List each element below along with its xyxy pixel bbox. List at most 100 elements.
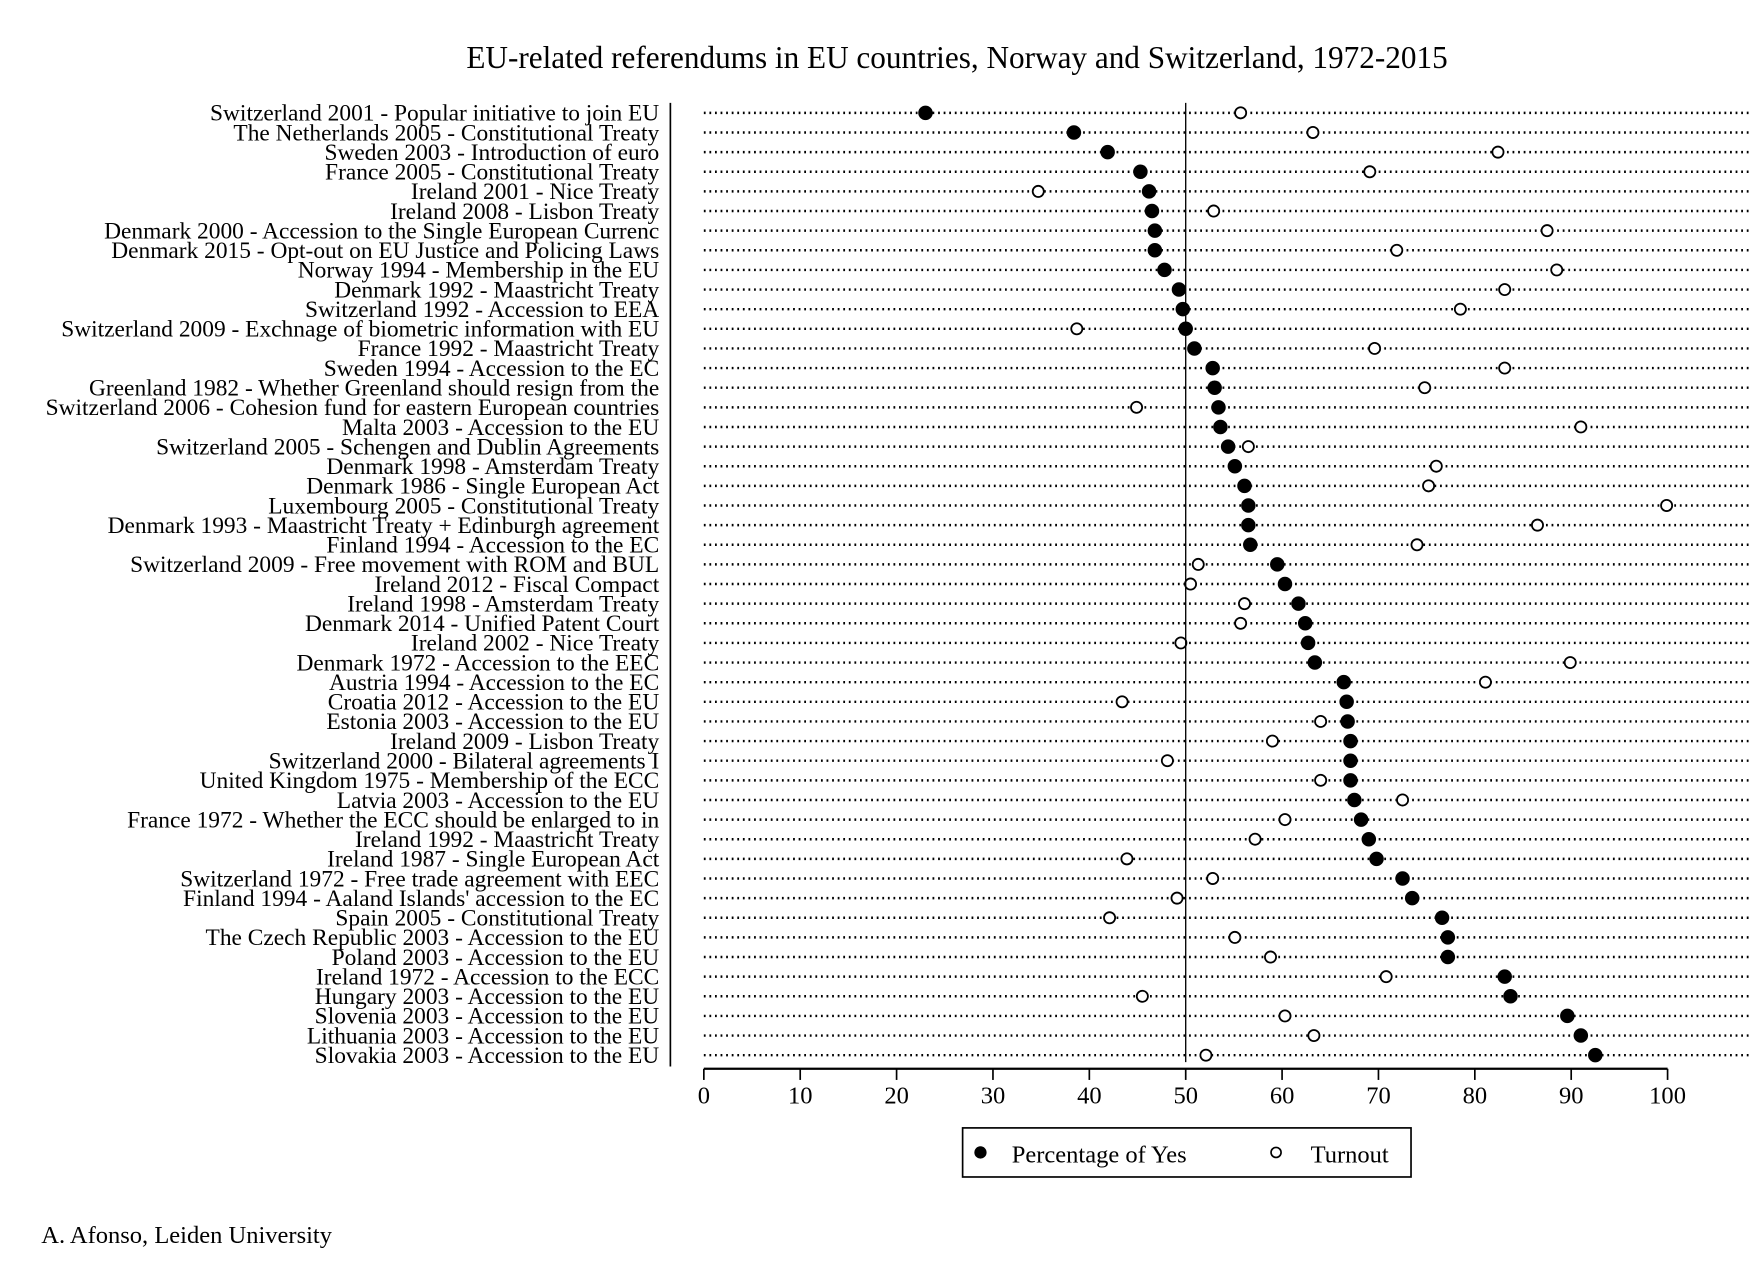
yes-point <box>1307 655 1323 670</box>
table-row: France 2005 - Constitutional Treaty <box>325 160 1749 186</box>
table-row: Switzerland 2005 - Schengen and Dublin A… <box>156 434 1749 460</box>
yes-point <box>1144 203 1160 219</box>
row-label: Greenland 1982 - Whether Greenland shoul… <box>89 376 659 402</box>
row-label: Finland 1994 - Accession to the EC <box>326 533 659 559</box>
yes-point <box>1395 871 1410 886</box>
table-row: France 1992 - Maastricht Treaty <box>358 336 1749 362</box>
turnout-point <box>1170 891 1184 905</box>
turnout-point <box>1070 322 1084 336</box>
table-row: Denmark 2000 - Accession to the Single E… <box>104 218 1749 244</box>
turnout-point <box>1422 479 1436 493</box>
table-row: Estonia 2003 - Accession to the EU <box>326 709 1749 735</box>
table-row: Latvia 2003 - Accession to the EU <box>337 788 1749 814</box>
turnout-point <box>1174 636 1188 650</box>
table-row: Croatia 2012 - Accession to the EU <box>328 690 1749 716</box>
row-label: Ireland 2001 - Nice Treaty <box>411 179 660 205</box>
yes-point <box>1404 890 1420 906</box>
turnout-point <box>1530 518 1544 532</box>
turnout-point <box>1248 832 1262 846</box>
table-row: Switzerland 2001 - Popular initiative to… <box>210 101 1749 127</box>
row-label: Ireland 1992 - Maastricht Treaty <box>355 827 660 853</box>
yes-point <box>1211 400 1226 415</box>
yes-point <box>1220 439 1236 454</box>
yes-point <box>1213 419 1228 435</box>
yes-point <box>1497 969 1512 984</box>
turnout-point <box>1363 165 1377 179</box>
row-label: Hungary 2003 - Accession to the EU <box>315 984 660 1010</box>
turnout-point <box>1130 400 1144 414</box>
row-label: Austria 1994 - Accession to the EC <box>329 670 659 696</box>
row-label: Sweden 1994 - Accession to the EC <box>324 356 659 382</box>
table-row: Switzerland 2009 - Free movement with RO… <box>130 552 1749 578</box>
row-label: Denmark 1986 - Single European Act <box>306 474 659 500</box>
row-label: Sweden 2003 - Introduction of euro <box>324 140 659 166</box>
turnout-point <box>1031 184 1045 198</box>
row-label: France 1992 - Maastricht Treaty <box>358 336 660 362</box>
table-row: Ireland 2008 - Lisbon Treaty <box>390 199 1749 225</box>
yes-point <box>1277 576 1293 592</box>
table-row: Poland 2003 - Accession to the EU <box>332 945 1749 971</box>
row-label: Norway 1994 - Membership in the EU <box>298 258 660 284</box>
row-label: Luxembourg 2005 - Constitutional Treaty <box>268 493 659 519</box>
yes-point <box>1066 125 1082 140</box>
row-label: Ireland 2002 - Nice Treaty <box>411 631 660 657</box>
row-label: Poland 2003 - Accession to the EU <box>332 945 660 971</box>
turnout-point <box>1306 126 1320 139</box>
turnout-point <box>1234 616 1248 630</box>
yes-point <box>1187 341 1202 356</box>
turnout-point <box>1206 872 1220 885</box>
yes-point <box>1141 184 1157 199</box>
turnout-point <box>1160 754 1174 768</box>
yes-point <box>1588 1047 1603 1063</box>
table-row: Ireland 2009 - Lisbon Treaty <box>390 729 1749 755</box>
row-label: Slovakia 2003 - Accession to the EU <box>315 1043 660 1069</box>
x-tick-label: 90 <box>1559 1082 1584 1109</box>
turnout-point <box>1498 283 1512 297</box>
turnout-point <box>1540 224 1554 238</box>
yes-point <box>1361 831 1377 847</box>
turnout-point <box>1278 813 1292 827</box>
turnout-point <box>1418 381 1432 395</box>
yes-point <box>1171 282 1187 297</box>
row-label: Switzerland 2009 - Free movement with RO… <box>130 552 659 578</box>
row-label: Estonia 2003 - Accession to the EU <box>326 709 659 735</box>
yes-point <box>1343 753 1358 768</box>
turnout-point <box>1563 656 1577 670</box>
turnout-point <box>1184 577 1197 591</box>
table-row: Malta 2003 - Accession to the EU <box>342 415 1749 441</box>
yes-point <box>1157 262 1172 278</box>
x-tick-label: 50 <box>1173 1082 1198 1109</box>
table-row: Finland 1994 - Accession to the EC <box>326 533 1749 559</box>
x-tick-label: 30 <box>981 1082 1006 1109</box>
yes-point <box>1573 1028 1589 1043</box>
x-tick-label: 80 <box>1463 1082 1488 1109</box>
row-label: Switzerland 2009 - Exchnage of biometric… <box>61 317 659 343</box>
yes-point <box>1339 694 1354 710</box>
yes-point <box>1369 851 1384 867</box>
row-label: Denmark 2000 - Accession to the Single E… <box>104 218 659 244</box>
yes-point <box>1205 360 1220 376</box>
turnout-point <box>1207 204 1221 218</box>
chart-title: EU-related referendums in EU countries, … <box>466 40 1447 75</box>
row-label: Croatia 2012 - Accession to the EU <box>328 690 660 716</box>
turnout-point <box>1234 106 1248 120</box>
turnout-point <box>1191 557 1205 571</box>
table-row: Ireland 1992 - Maastricht Treaty <box>355 827 1749 853</box>
table-row: Denmark 1992 - Maastricht Treaty <box>334 277 1749 303</box>
table-row: Norway 1994 - Membership in the EU <box>298 258 1749 284</box>
row-label: Spain 2005 - Constitutional Treaty <box>335 906 659 932</box>
table-row: Denmark 2014 - Unified Patent Court <box>305 611 1749 637</box>
turnout-point <box>1390 243 1404 257</box>
turnout-point <box>1660 499 1674 512</box>
table-row: The Czech Republic 2003 - Accession to t… <box>206 925 1749 951</box>
table-row: Sweden 2003 - Introduction of euro <box>324 140 1749 166</box>
yes-point <box>1434 910 1450 926</box>
row-label: Denmark 1972 - Accession to the EEC <box>297 650 660 676</box>
x-tick-label: 20 <box>884 1082 909 1109</box>
row-label: Ireland 1972 - Accession to the ECC <box>316 964 659 990</box>
yes-point <box>918 105 933 121</box>
table-row: Sweden 1994 - Accession to the EC <box>324 356 1749 382</box>
table-row: The Netherlands 2005 - Constitutional Tr… <box>233 120 1749 146</box>
row-label: Switzerland 1972 - Free trade agreement … <box>180 866 659 892</box>
